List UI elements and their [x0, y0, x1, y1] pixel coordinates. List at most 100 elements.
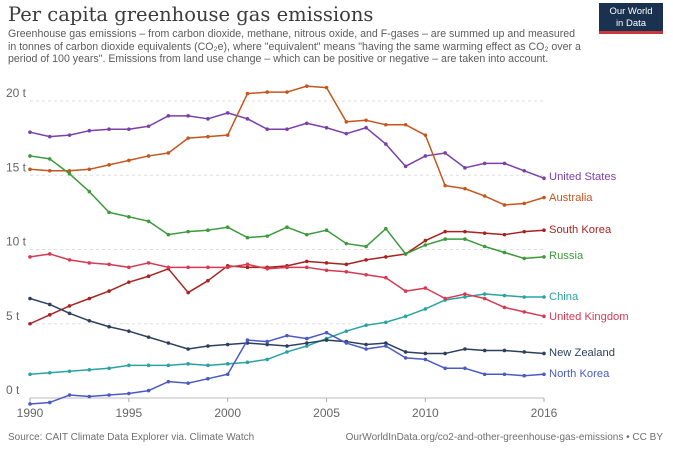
series-line [29, 229, 545, 325]
y-tick-label: 10 t [6, 235, 27, 249]
data-point [206, 134, 210, 139]
data-point [384, 320, 388, 325]
data-point [87, 296, 92, 301]
data-point [127, 265, 131, 270]
data-point [324, 228, 329, 232]
data-point [265, 342, 270, 347]
data-point [28, 130, 32, 134]
x-tick-label: 2005 [313, 406, 340, 420]
series-south-korea: South Korea [28, 224, 612, 326]
owid-logo[interactable]: Our World in Data [599, 3, 663, 34]
data-point [107, 127, 111, 132]
data-point [502, 372, 507, 377]
data-point [522, 256, 527, 261]
data-point [285, 265, 289, 270]
data-point [502, 348, 507, 353]
series-north-korea: North Korea [28, 330, 610, 406]
data-point [463, 166, 467, 170]
data-point [482, 296, 487, 301]
x-tick-label: 2010 [412, 406, 439, 420]
data-point [384, 122, 388, 127]
data-point [502, 250, 507, 255]
data-point [443, 296, 447, 301]
data-point [166, 114, 171, 118]
data-point [522, 229, 527, 234]
data-point [87, 367, 92, 372]
data-point [127, 127, 131, 132]
data-point [265, 234, 270, 238]
data-point [403, 252, 408, 256]
data-point [265, 357, 270, 362]
data-point [364, 118, 368, 123]
data-point [285, 344, 289, 348]
data-point [28, 255, 32, 259]
data-point [245, 117, 250, 121]
data-point [522, 350, 527, 354]
data-point [107, 210, 111, 215]
data-point [186, 229, 190, 234]
data-point [67, 311, 72, 316]
data-point [87, 318, 92, 323]
data-point [443, 351, 447, 356]
data-point [384, 142, 388, 146]
source-url[interactable]: OurWorldInData.org/co2-and-other-greenho… [345, 432, 663, 443]
data-point [364, 125, 368, 130]
data-point [364, 342, 368, 347]
data-point [146, 154, 151, 158]
data-point [186, 265, 190, 270]
data-point [107, 289, 111, 293]
data-point [166, 232, 171, 237]
data-point [87, 189, 92, 194]
data-point [522, 310, 527, 314]
data-point [542, 228, 546, 232]
data-point [166, 363, 171, 368]
series-new-zealand: New Zealand [28, 296, 615, 359]
data-point [206, 265, 210, 270]
x-tick-label: 1995 [115, 406, 142, 420]
data-point [127, 391, 131, 396]
data-point [403, 350, 408, 354]
data-point [245, 338, 250, 342]
data-point [285, 127, 289, 132]
data-point [502, 305, 507, 310]
data-point [245, 262, 250, 267]
data-point [522, 201, 527, 206]
data-point [423, 243, 428, 247]
data-point [403, 289, 408, 293]
data-point [324, 338, 329, 342]
data-point [304, 259, 309, 264]
data-point [245, 360, 250, 365]
series-united-states: United States [28, 111, 617, 183]
data-point [87, 167, 92, 172]
data-point [482, 348, 487, 353]
data-point [28, 296, 32, 301]
data-point [384, 275, 388, 280]
data-point [344, 341, 349, 345]
data-point [364, 258, 368, 262]
logo-line-1: Our World [609, 6, 653, 17]
data-point [463, 295, 467, 299]
data-point [443, 183, 447, 188]
data-point [384, 226, 388, 231]
data-point [245, 91, 250, 96]
data-point [225, 265, 230, 270]
series-label: New Zealand [549, 347, 615, 359]
series-line [29, 85, 545, 206]
data-point [87, 261, 92, 265]
data-point [364, 323, 368, 328]
data-point [364, 244, 368, 249]
data-point [166, 151, 171, 155]
series-label: Australia [549, 192, 593, 204]
data-point [403, 122, 408, 127]
data-point [28, 321, 32, 326]
data-point [542, 255, 546, 259]
data-point [344, 329, 349, 333]
data-point [265, 127, 270, 132]
data-point [482, 244, 487, 249]
data-point [47, 370, 52, 375]
data-point [403, 356, 408, 360]
data-point [285, 350, 289, 354]
data-point [304, 84, 309, 88]
data-point [522, 295, 527, 299]
data-point [463, 292, 467, 296]
